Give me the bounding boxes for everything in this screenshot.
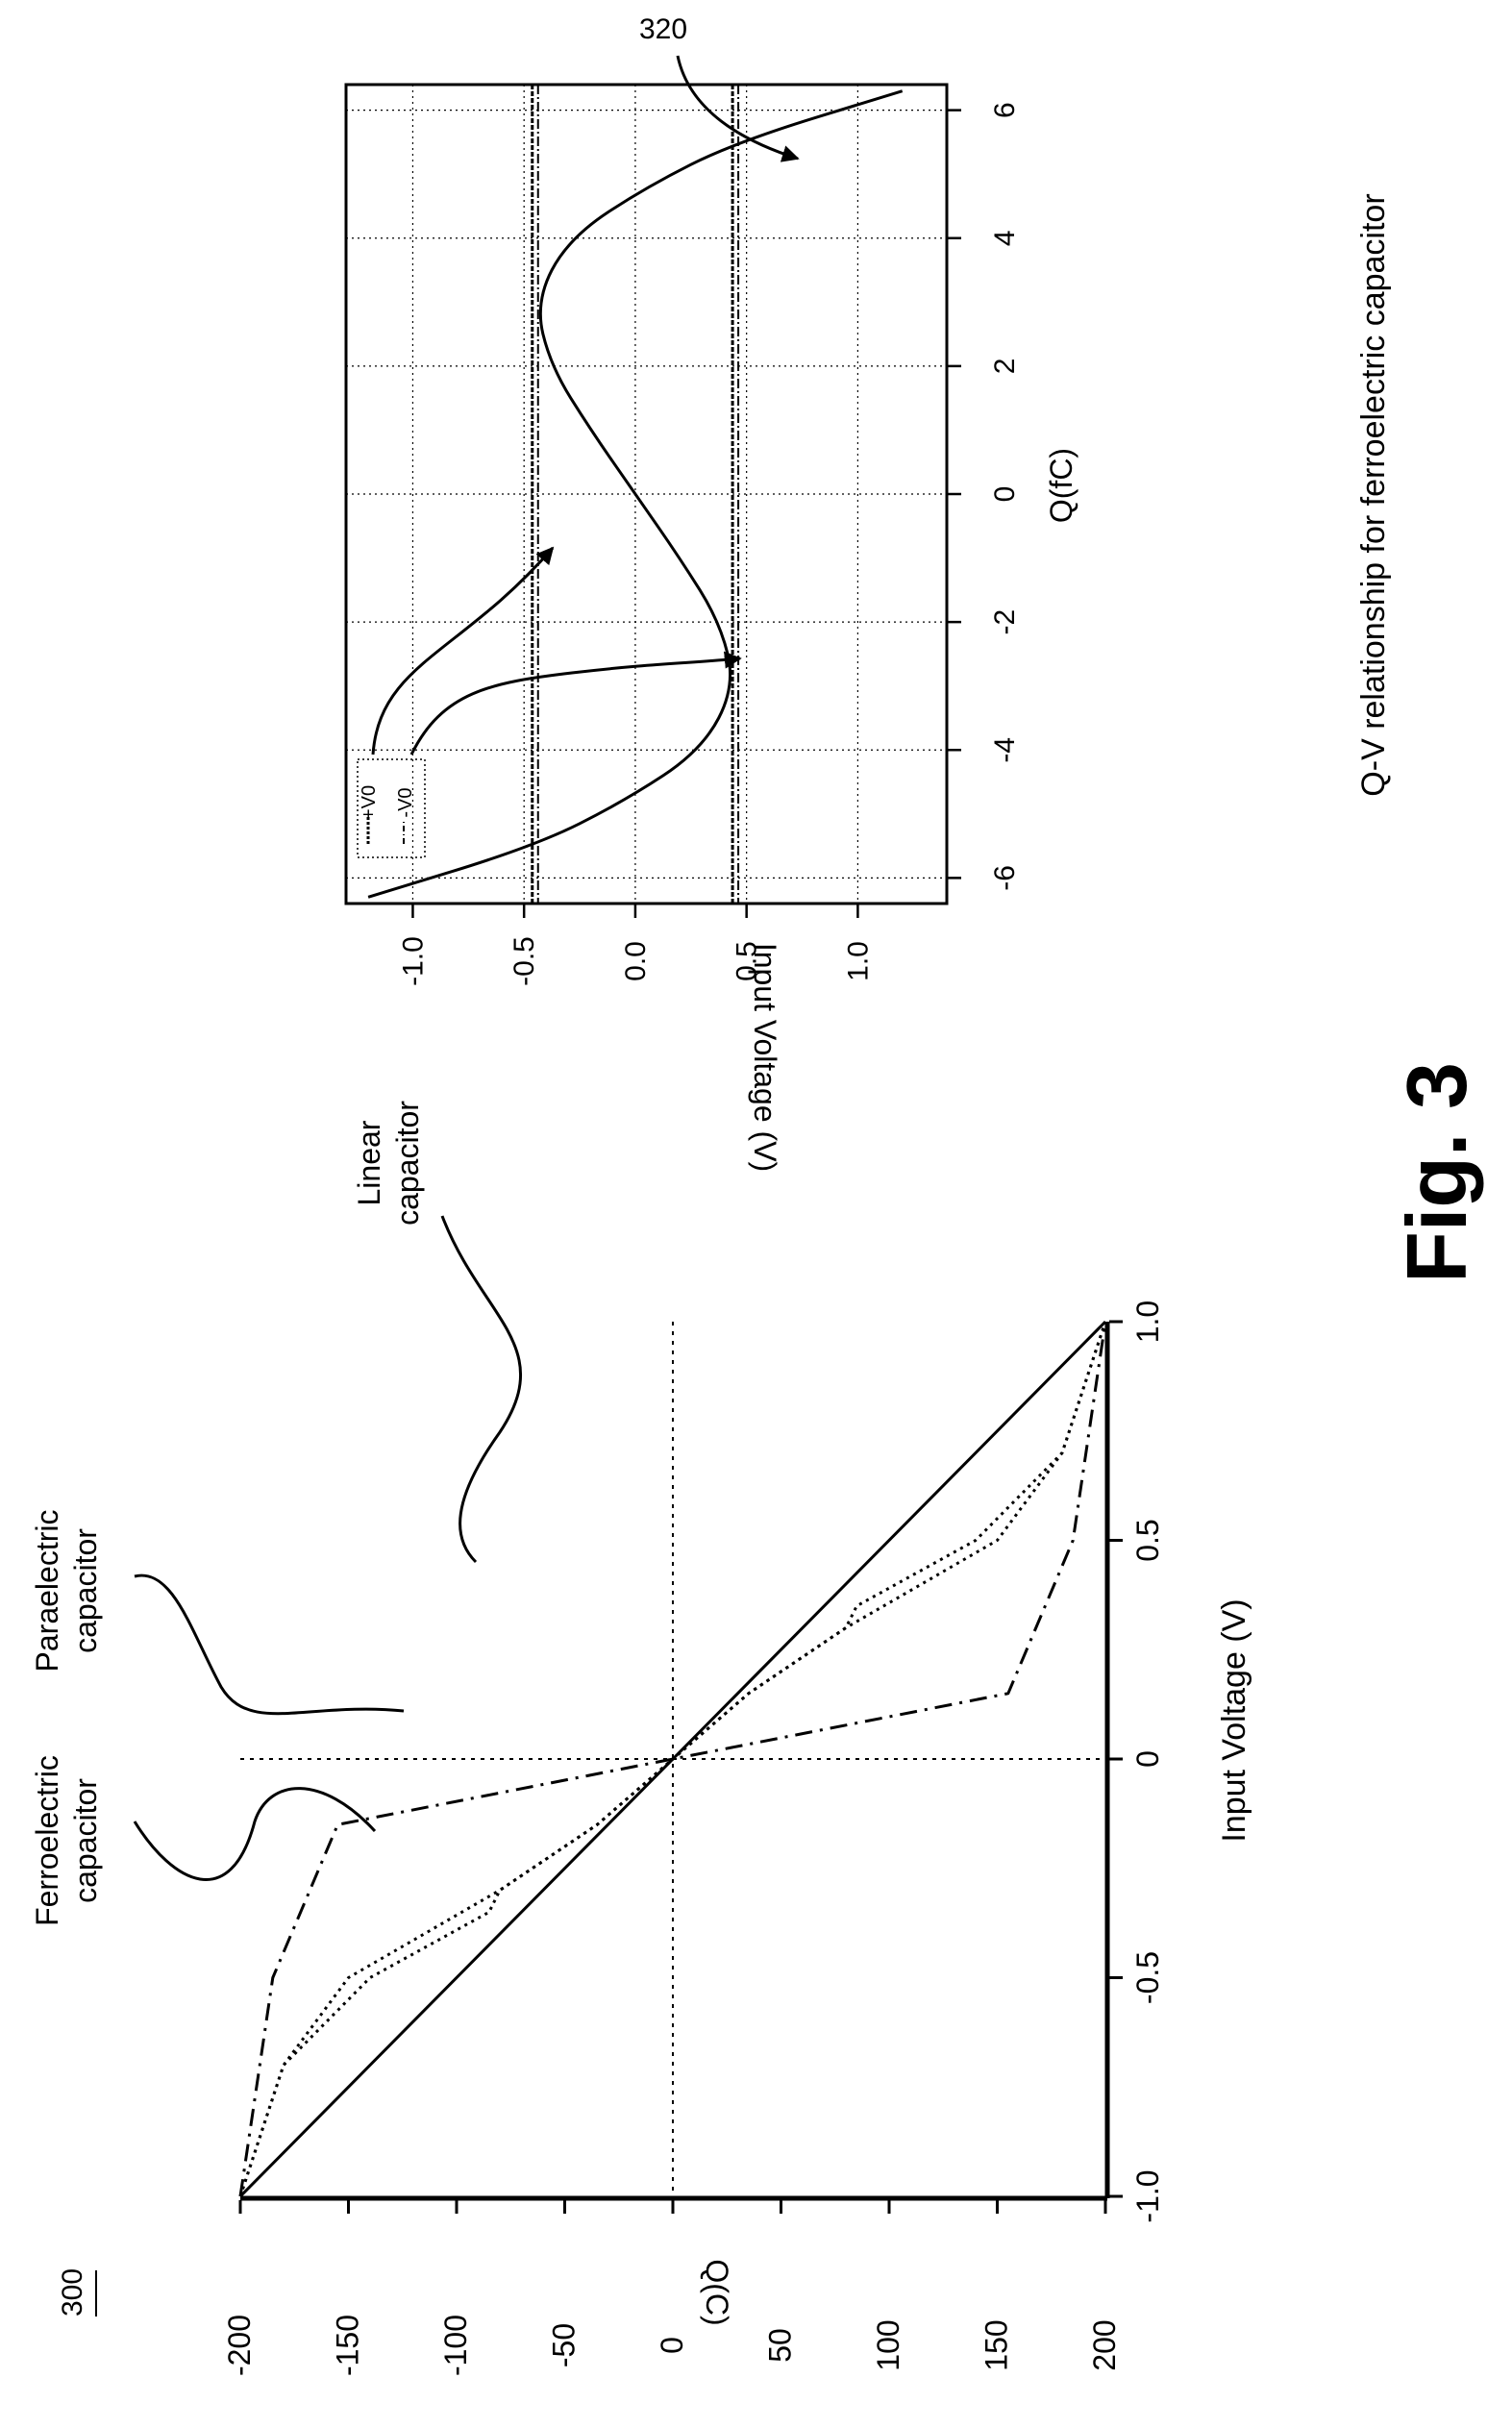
figure-ref-320: 320 [639, 13, 687, 45]
annotation-linear-line2: capacitor [390, 1101, 425, 1226]
annotation-paraelectric-line1: Paraelectric [30, 1510, 64, 1672]
main-voltage-tick-label-0: -1.0 [1130, 2169, 1165, 2222]
main-voltage-ticks: -1.0 -0.5 0 0.5 1.0 [1109, 1301, 1165, 2223]
inset-charge-tick-label-2: -2 [989, 609, 1021, 635]
inset-charge-tick-label-0: -6 [989, 865, 1021, 891]
main-voltage-tick-label-1: -0.5 [1130, 1951, 1165, 2004]
inset-voltage-ticks: -1.0 -0.5 0.0 0.5 1.0 [397, 904, 874, 986]
main-charge-tick-label-6: 100 [871, 2319, 905, 2370]
inset-legend-box [357, 758, 426, 858]
figure-caption: Fig. 3 [1389, 1062, 1484, 1283]
annotation-ferroelectric-line2: capacitor [68, 1778, 103, 1903]
inset-v0-lines [531, 85, 740, 904]
inset-voltage-tick-label-2: 0.0 [620, 941, 652, 981]
annotation-linear-leader [440, 1215, 522, 1564]
inset-xlabel: Q(fC) [1044, 448, 1078, 523]
inset-title: Q-V relationship for ferroelectric capac… [1355, 193, 1392, 796]
inset-charge-tick-label-1: -4 [989, 737, 1021, 763]
inset-arrow-plus-v0 [371, 546, 555, 756]
main-chart: -200 -150 -100 -50 0 50 100 150 200 -1.0 -0.5 0 0.5… [30, 1101, 1252, 2376]
inset-grid [346, 85, 947, 904]
inset-voltage-tick-label-0: -1.0 [397, 936, 429, 986]
annotation-linear-line1: Linear [352, 1120, 386, 1205]
main-charge-tick-label-8: 200 [1087, 2319, 1122, 2370]
legend-plus-v0-label: +V0 [359, 785, 380, 820]
main-series-line-dash-dot-1 [238, 1321, 1107, 2197]
inset-charge-tick-label-5: 4 [989, 230, 1021, 246]
inset-chart: -6 -4 -2 0 2 4 6 -1.0 -0.5 0.0 0.5 1.0 Q-V relatio… [344, 83, 1392, 1172]
main-voltage-tick-label-4: 1.0 [1130, 1301, 1165, 1343]
main-charge-tick-label-2: -100 [438, 2315, 473, 2376]
inset-charge-tick-label-3: 0 [989, 486, 1021, 503]
legend-minus-v0-label: -V0 [395, 787, 416, 817]
inset-arrow-minus-v0 [409, 651, 742, 756]
figure-ref-300: 300 [57, 2268, 88, 2317]
annotation-ferroelectric-line1: Ferroelectric [30, 1755, 64, 1926]
main-charge-tick-label-0: -200 [222, 2315, 257, 2376]
main-charge-ticks: -200 -150 -100 -50 0 50 100 150 200 [222, 2200, 1122, 2376]
annotation-paraelectric-leader [134, 1573, 405, 1716]
inset-voltage-tick-label-4: 1.0 [842, 941, 874, 981]
inset-charge-tick-label-6: 6 [989, 102, 1021, 118]
main-series-group [238, 1320, 1107, 2198]
inset-legend: +V0 -V0 [357, 758, 426, 858]
annotation-ferroelectric-leader [133, 1787, 377, 1881]
inset-voltage-tick-label-1: -0.5 [508, 936, 540, 986]
main-charge-tick-label-4: 0 [655, 2337, 689, 2354]
main-ylabel: Q(C) [700, 2259, 734, 2325]
main-series-line-dotted-3 [238, 1321, 1107, 2197]
inset-qv-curve-0 [367, 89, 904, 899]
main-voltage-tick-label-2: 0 [1130, 1750, 1165, 1768]
inset-series-group [367, 89, 904, 899]
inset-ylabel: Input Voltage (V) [748, 943, 782, 1172]
ref-320-arrow [676, 55, 800, 162]
inset-charge-ticks: -6 -4 -2 0 2 4 6 [947, 102, 1021, 891]
inset-voltage-tick-label-3: 0.5 [731, 941, 763, 981]
main-xlabel: Input Voltage (V) [1216, 1598, 1252, 1842]
main-charge-tick-label-1: -150 [331, 2315, 365, 2376]
annotation-paraelectric-line2: capacitor [68, 1528, 103, 1653]
main-charge-tick-label-7: 150 [979, 2319, 1014, 2370]
main-voltage-tick-label-3: 0.5 [1130, 1519, 1165, 1561]
main-charge-tick-label-5: 50 [763, 2328, 798, 2363]
main-charge-tick-label-3: -50 [547, 2323, 582, 2367]
inset-charge-tick-label-4: 2 [989, 359, 1021, 375]
